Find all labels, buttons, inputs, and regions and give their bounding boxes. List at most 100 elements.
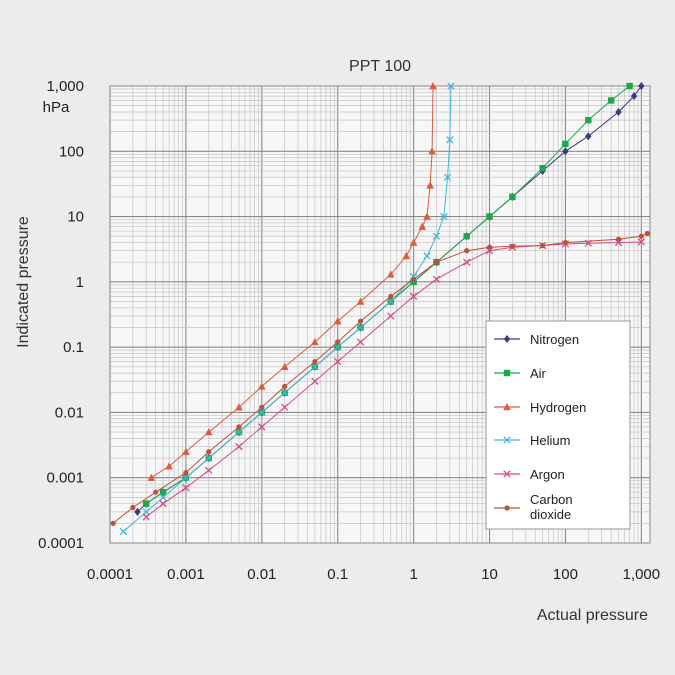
data-point-nitrogen — [585, 132, 592, 141]
legend-label-air: Air — [530, 366, 547, 381]
data-point-hydrogen — [182, 447, 190, 455]
data-point-hydrogen — [429, 82, 437, 90]
series-line-hydrogen — [151, 85, 434, 479]
plot-border — [109, 85, 651, 544]
data-point-hydrogen — [311, 337, 319, 346]
x-tick-label: 1 — [409, 566, 417, 583]
x-tick-label: 1,000 — [623, 566, 661, 583]
data-point-helium — [258, 408, 266, 417]
data-point-carbon-dioxide — [259, 404, 265, 410]
y-tick-label: 0.001 — [46, 470, 84, 487]
data-point-carbon-dioxide — [110, 520, 116, 526]
data-point-hydrogen — [280, 362, 289, 370]
data-point-air — [463, 233, 470, 240]
data-point-argon — [235, 442, 243, 451]
x-tick-label: 0.0001 — [87, 566, 133, 583]
legend-marker-nitrogen — [503, 335, 511, 343]
data-point-argon — [387, 312, 395, 320]
series-carbon-dioxide — [110, 230, 650, 526]
legend-marker-carbon-dioxide — [504, 505, 510, 511]
data-point-helium — [432, 232, 441, 240]
y-tick-label: 0.0001 — [38, 535, 84, 552]
data-point-air — [626, 82, 633, 90]
data-point-carbon-dioxide — [236, 424, 242, 430]
legend-label-carbon-dioxide: Carbon dioxide — [530, 492, 573, 522]
legend-marker-hydrogen — [503, 403, 511, 411]
data-point-carbon-dioxide — [312, 359, 318, 365]
legend-label-helium: Helium — [530, 433, 570, 448]
x-tick-label: 0.001 — [167, 566, 205, 583]
data-point-helium — [182, 474, 190, 482]
data-point-carbon-dioxide — [562, 239, 569, 246]
data-point-air — [143, 500, 150, 507]
data-point-argon — [182, 484, 190, 492]
legend-marker-argon — [503, 470, 511, 478]
data-point-carbon-dioxide — [464, 248, 470, 254]
data-point-carbon-dioxide — [509, 243, 515, 249]
data-point-helium — [159, 493, 167, 502]
data-point-nitrogen — [615, 107, 622, 116]
series-hydrogen — [147, 82, 437, 481]
data-point-air — [585, 116, 592, 124]
data-point-air — [607, 97, 615, 104]
data-point-argon — [159, 500, 167, 508]
legend-label-line: dioxide — [530, 507, 571, 522]
data-point-carbon-dioxide — [206, 449, 212, 455]
data-point-helium — [311, 363, 319, 371]
series-argon — [142, 238, 646, 521]
data-point-nitrogen — [134, 507, 141, 516]
data-point-nitrogen — [562, 147, 569, 156]
chart-title: PPT 100 — [349, 58, 411, 75]
data-point-carbon-dioxide — [153, 489, 159, 495]
legend-label-hydrogen: Hydrogen — [530, 400, 586, 415]
data-point-carbon-dioxide — [183, 469, 189, 476]
data-point-helium — [281, 389, 289, 397]
data-point-argon — [281, 403, 289, 411]
data-point-argon — [334, 357, 342, 366]
data-point-carbon-dioxide — [335, 339, 341, 345]
y-axis-label: Indicated pressure — [15, 216, 32, 348]
data-point-air — [562, 140, 569, 148]
data-point-air — [539, 165, 546, 172]
data-point-argon — [258, 423, 266, 431]
data-point-argon — [356, 338, 365, 346]
data-point-air — [509, 193, 516, 201]
data-point-carbon-dioxide — [388, 293, 394, 299]
data-point-carbon-dioxide — [433, 259, 440, 265]
data-point-hydrogen — [235, 403, 243, 411]
data-point-hydrogen — [165, 462, 173, 470]
data-point-hydrogen — [409, 238, 418, 246]
data-point-hydrogen — [204, 428, 213, 436]
x-tick-label: 0.01 — [247, 566, 276, 583]
data-point-nitrogen — [630, 92, 638, 101]
data-point-argon — [142, 513, 150, 521]
data-point-argon — [432, 275, 441, 283]
legend: Nitrogen Air Hydrogen Helium Argon Carbon diox… — [485, 320, 631, 530]
data-point-helium — [440, 212, 448, 221]
data-point-carbon-dioxide — [539, 242, 546, 249]
grid — [109, 85, 651, 544]
data-point-hydrogen — [147, 473, 156, 481]
data-point-air — [486, 213, 493, 220]
data-point-carbon-dioxide — [615, 236, 622, 242]
data-point-hydrogen — [333, 317, 342, 325]
y-tick-label: 1,000 — [46, 78, 84, 95]
data-point-hydrogen — [423, 212, 431, 220]
y-tick-label: 1 — [76, 274, 84, 291]
legend-label-nitrogen: Nitrogen — [530, 332, 579, 347]
data-point-helium — [387, 297, 395, 306]
legend-label-line: Carbon — [530, 492, 573, 507]
data-point-carbon-dioxide — [282, 383, 288, 390]
legend-label-argon: Argon — [530, 467, 565, 482]
data-point-hydrogen — [418, 222, 427, 230]
data-point-helium — [443, 173, 452, 181]
data-point-argon — [463, 258, 471, 266]
data-point-helium — [235, 428, 243, 436]
data-point-argon — [409, 292, 418, 301]
data-point-hydrogen — [258, 382, 266, 390]
data-point-carbon-dioxide — [357, 318, 364, 324]
data-point-nitrogen — [638, 82, 645, 90]
legend-marker-helium — [503, 436, 511, 444]
x-tick-label: 100 — [553, 566, 578, 583]
